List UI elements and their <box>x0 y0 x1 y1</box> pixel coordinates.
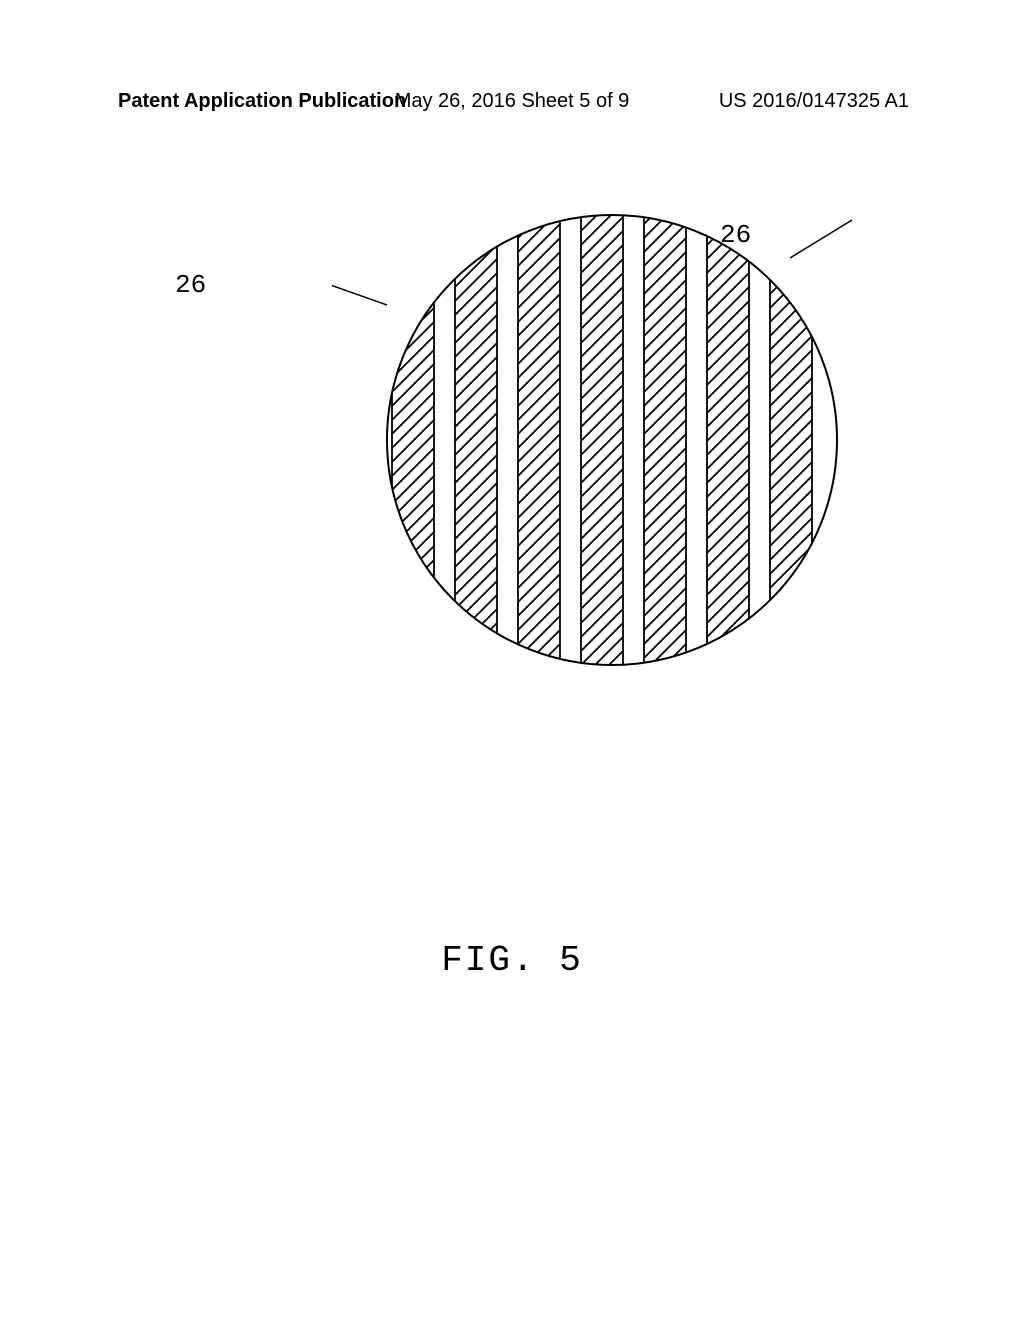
page-header: Patent Application Publication May 26, 2… <box>0 90 1024 113</box>
leader-line-left <box>332 275 387 305</box>
header-publication: Patent Application Publication <box>118 90 406 113</box>
figure-caption: FIG. 5 <box>441 940 583 981</box>
figure-svg <box>332 200 892 700</box>
patent-figure-5 <box>332 200 932 700</box>
header-date-sheet: May 26, 2016 Sheet 5 of 9 <box>395 90 630 113</box>
hatched-stripes-group <box>392 200 812 700</box>
leader-line-right <box>790 220 852 258</box>
header-patent-number: US 2016/0147325 A1 <box>719 90 909 113</box>
reference-label-26-left: 26 <box>175 270 206 300</box>
